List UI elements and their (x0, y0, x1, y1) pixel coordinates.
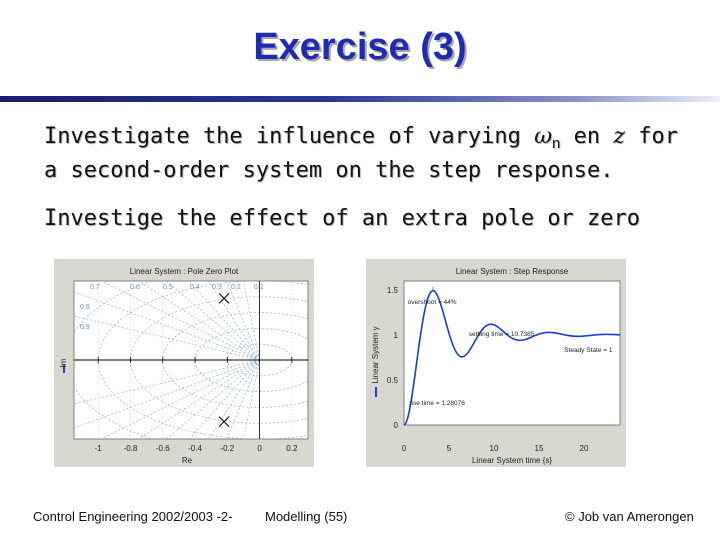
bullet1-text-middle: en (560, 124, 614, 149)
pz-x-tick-label: 0 (257, 444, 262, 453)
pz-x-tick-label: 0.2 (286, 444, 298, 453)
pz-y-label: Im (59, 358, 68, 367)
sr-steady-label: Steady State = 1 (564, 347, 613, 354)
pz-damping-label: 0.9 (80, 324, 90, 331)
sr-title: Linear System : Step Response (456, 267, 569, 276)
sr-x-tick-label: 5 (447, 444, 452, 453)
sr-x-tick-label: 15 (535, 444, 544, 453)
pz-damping-label: 0.6 (130, 284, 140, 291)
pz-damping-label: 0.1 (254, 284, 264, 291)
sr-rise-label: rise time = 1.28076 (409, 400, 465, 407)
pz-grid-group (74, 281, 308, 439)
footer-copyright: © Job van Amerongen (565, 509, 694, 524)
slide-title: Exercise (3) (253, 26, 467, 68)
bullet-investigate-influence: Investigate the influence of varying ωn … (44, 121, 694, 187)
footer-course: Control Engineering 2002/2003 -2- (33, 509, 233, 524)
sr-plot-area (403, 280, 621, 426)
sr-y-tick-label: 0 (394, 421, 399, 430)
pz-damping-line (243, 359, 260, 439)
pz-damping-line (188, 359, 260, 439)
pz-damping-line (137, 359, 260, 439)
pz-pole-marker (218, 293, 230, 304)
sr-settling-label: settling time = 10.7385 (469, 331, 535, 338)
pz-damping-line (208, 281, 260, 361)
z-symbol: z (613, 124, 625, 149)
footer-section: Modelling (55) (265, 509, 348, 524)
title-divider (0, 96, 720, 102)
pz-damping-label: 0.4 (190, 284, 200, 291)
pz-title: Linear System : Pole Zero Plot (130, 267, 239, 276)
bullet1-text-after: for a second-order system on the step re… (44, 124, 678, 183)
pz-damping-label: 0.8 (80, 304, 90, 311)
pz-damping-line (165, 281, 260, 361)
bullet-extra-pole-zero: Investige the effect of an extra pole or… (44, 206, 641, 231)
pole-zero-plot: Linear System : Pole Zero Plot 0.7 0.6 0.5 0… (54, 259, 314, 467)
sr-y-tick-label: 1 (394, 331, 399, 340)
pz-damping-line (74, 359, 260, 429)
pz-x-tick-label: -1 (95, 444, 103, 453)
pz-x-tick-label: -0.6 (156, 444, 170, 453)
pz-pole-marker (218, 416, 230, 427)
pz-x-tick-label: -0.4 (188, 444, 202, 453)
omega-subscript: n (552, 135, 561, 152)
pz-damping-line (74, 291, 260, 361)
sr-x-tick-label: 0 (402, 444, 407, 453)
sr-y-tick-label: 0.5 (387, 376, 399, 385)
sr-response-curve (403, 289, 621, 426)
pz-x-tick-label: -0.2 (220, 444, 234, 453)
sr-x-tick-label: 10 (490, 444, 499, 453)
pz-damping-line (100, 359, 260, 439)
pz-damping-label: 0.3 (212, 284, 222, 291)
pz-damping-line (100, 281, 260, 361)
sr-overshoot-label: overshoot = 44% (408, 299, 457, 306)
pz-damping-label: 0.5 (163, 284, 173, 291)
pz-x-label: Re (182, 456, 193, 465)
pz-damping-line (137, 281, 260, 361)
bullet1-text-before: Investigate the influence of varying (44, 124, 535, 149)
pz-damping-label: 0.2 (231, 284, 241, 291)
pole-zero-svg: Linear System : Pole Zero Plot 0.7 0.6 0.5 0… (59, 267, 309, 465)
step-response-svg: Linear System : Step Response 0 0.5 1 1.5 0 5 1… (371, 267, 621, 465)
pz-damping-line (165, 359, 260, 439)
sr-x-tick-label: 20 (580, 444, 589, 453)
pz-damping-label: 0.7 (90, 284, 100, 291)
pz-x-tick-label: -0.8 (124, 444, 138, 453)
pz-damping-line (243, 281, 260, 361)
pz-damping-line (188, 281, 260, 361)
sr-x-label: Linear System time {s} (472, 456, 552, 465)
step-response-plot: Linear System : Step Response 0 0.5 1 1.5 0 5 1… (366, 259, 626, 467)
pz-damping-line (208, 359, 260, 439)
omega-symbol: ω (534, 124, 553, 149)
sr-y-label: Linear System y (371, 326, 380, 383)
sr-y-tick-label: 1.5 (387, 286, 399, 295)
